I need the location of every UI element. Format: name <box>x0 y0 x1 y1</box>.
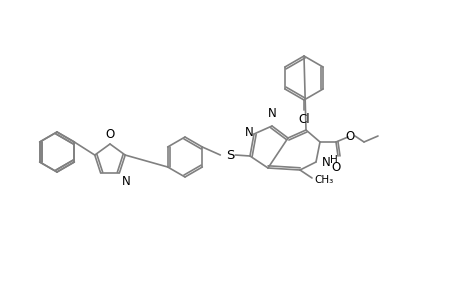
Text: O: O <box>330 161 340 174</box>
Text: CH₃: CH₃ <box>313 175 332 185</box>
Text: S: S <box>226 148 234 161</box>
Text: O: O <box>345 130 354 142</box>
Text: H: H <box>329 155 337 165</box>
Text: O: O <box>105 128 114 141</box>
Text: N: N <box>244 125 253 139</box>
Text: N: N <box>121 175 130 188</box>
Text: N: N <box>267 107 276 120</box>
Text: Cl: Cl <box>297 113 309 126</box>
Text: N: N <box>321 155 330 169</box>
